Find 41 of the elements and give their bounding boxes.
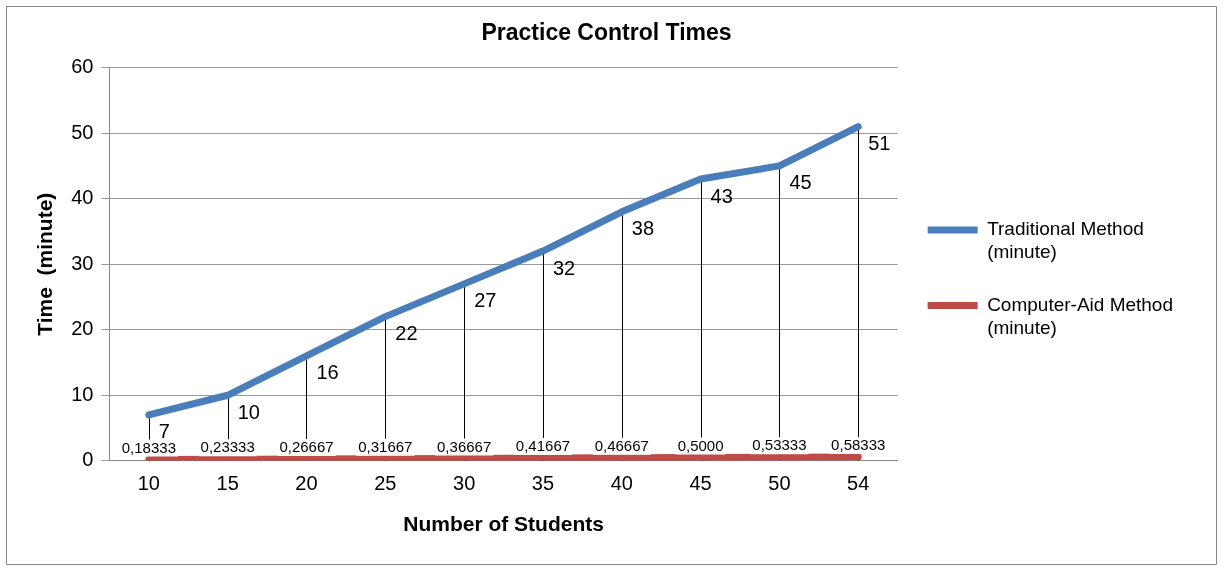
y-tick-label: 0 xyxy=(82,448,94,471)
data-label: 32 xyxy=(552,256,576,279)
x-tick-label: 25 xyxy=(374,472,397,495)
x-axis-title: Number of Students xyxy=(403,512,604,536)
data-label: 10 xyxy=(237,400,260,423)
data-label: 0,5000 xyxy=(677,436,724,454)
data-label: 0,31667 xyxy=(358,437,413,455)
x-tick-label: 20 xyxy=(295,472,318,495)
y-tick-label: 10 xyxy=(71,382,94,405)
y-tick-label: 20 xyxy=(71,317,94,340)
data-label: 0,23333 xyxy=(200,438,255,456)
data-label: 38 xyxy=(631,217,655,240)
data-label: 43 xyxy=(710,184,733,207)
x-tick-label: 45 xyxy=(689,472,712,495)
y-tick-label: 40 xyxy=(71,186,94,209)
data-label: 45 xyxy=(789,171,812,194)
y-tick-label: 50 xyxy=(71,120,94,143)
x-tick-label: 40 xyxy=(610,472,633,495)
data-label: 0,36667 xyxy=(437,437,492,455)
data-label: 27 xyxy=(474,289,497,312)
x-tick-label: 15 xyxy=(216,472,239,495)
data-label: 0,18333 xyxy=(121,438,176,456)
y-tick-label: 60 xyxy=(71,55,94,78)
data-label: 0,26667 xyxy=(279,438,334,456)
data-label: 16 xyxy=(316,361,339,384)
data-label: 0,58333 xyxy=(831,436,886,454)
legend-label: Traditional Method (minute) xyxy=(987,218,1144,262)
data-label: 0,53333 xyxy=(752,436,807,454)
data-label: 51 xyxy=(868,132,891,155)
y-axis-title: Time (minute) xyxy=(33,192,57,336)
x-tick-label: 10 xyxy=(137,472,160,495)
data-label: 0,46667 xyxy=(594,436,649,454)
x-tick-label: 35 xyxy=(531,472,555,495)
x-tick-label: 54 xyxy=(847,472,870,495)
x-tick-label: 30 xyxy=(453,472,476,495)
x-tick-label: 50 xyxy=(768,472,791,495)
data-label: 0,41667 xyxy=(515,437,571,455)
legend-label: Computer-Aid Method (minute) xyxy=(987,293,1174,338)
y-tick-label: 30 xyxy=(71,251,94,274)
data-label: 22 xyxy=(395,322,418,345)
chart-title: Practice Control Times xyxy=(481,19,732,46)
